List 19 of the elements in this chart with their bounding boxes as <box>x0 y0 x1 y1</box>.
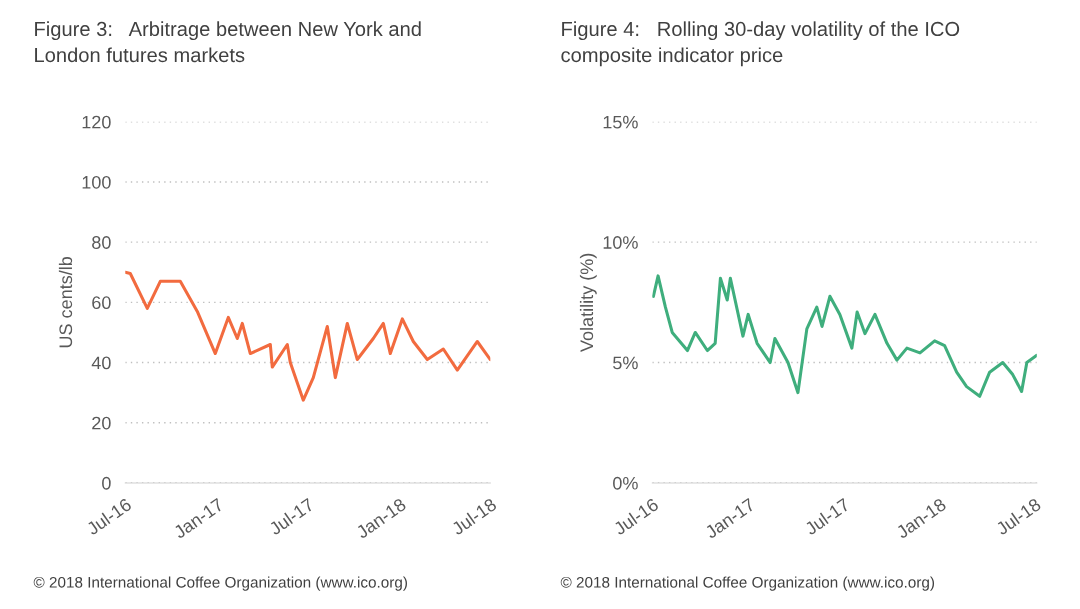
y-tick-label: 60 <box>92 296 111 310</box>
y-tick-label: 0 <box>102 476 111 490</box>
line-series <box>125 270 491 402</box>
y-tick-label: 20 <box>92 416 111 430</box>
y-axis-title: Volatility (%) <box>579 253 597 352</box>
chart-title: Figure 3: Arbitrage between New York and London futures markets <box>35 21 421 63</box>
y-tick-label: 15% <box>603 115 638 129</box>
y-tick-label: 80 <box>92 236 111 249</box>
y-tick-label: 120 <box>82 115 111 129</box>
y-tick-label: 40 <box>91 356 111 370</box>
y-tick-label: 0% <box>613 476 638 490</box>
text: © 2018 International Coffee Organization (www.ico.org) <box>560 576 935 591</box>
y-tick-label: 100 <box>82 175 111 189</box>
y-tick-label: 5% <box>613 356 638 370</box>
y-tick-label: 10% <box>603 236 638 249</box>
y-axis-title: US cents/lb <box>58 256 73 348</box>
text: © 2018 International Coffee Organization (www.ico.org) <box>33 576 407 591</box>
chart-title: Figure 4: Rolling 30-day volatility of the ICO composite indicator price <box>561 21 960 67</box>
line-series <box>652 274 1037 398</box>
